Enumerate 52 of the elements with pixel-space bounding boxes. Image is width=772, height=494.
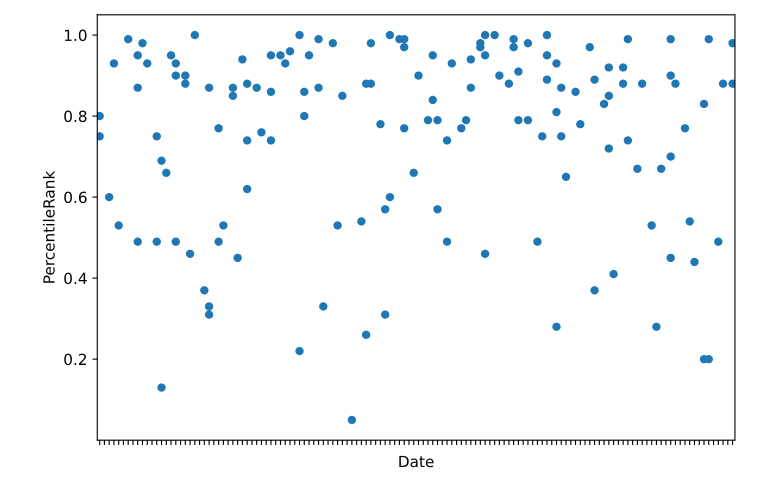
point [400,43,408,52]
y-tick-label: 0.8 [64,110,87,122]
point [542,75,552,84]
point [466,84,475,92]
point [295,346,304,356]
x-axis-title: Date [399,456,434,468]
point [509,43,518,52]
point [542,51,552,60]
point [480,51,490,60]
point [428,96,437,104]
y-tick-label: 0.4 [64,272,87,284]
point [266,88,276,96]
point [300,112,308,120]
point [666,71,675,80]
point [618,80,628,88]
point [134,84,142,92]
point [386,192,394,202]
y-tick-label: 1.0 [64,30,87,42]
point [524,116,532,124]
point [134,238,142,246]
point [266,136,276,145]
point [666,254,675,262]
y-tick-label: 0.6 [64,192,87,204]
point [604,144,614,153]
point [666,152,675,161]
y-axis-title: PercentileRank [42,170,55,283]
point [624,136,632,145]
point [214,238,223,246]
point [172,238,180,246]
point [314,84,323,92]
point [381,310,390,319]
point [204,302,214,311]
point [604,92,614,100]
point [557,132,566,141]
point [152,238,161,246]
point [590,286,599,294]
y-tick-label: 0.2 [64,354,86,366]
point [243,184,252,194]
point [400,124,408,132]
point [514,116,523,124]
point [243,136,252,145]
point [362,330,370,339]
point [172,71,180,80]
point [157,383,166,392]
point [552,108,561,116]
point [204,310,214,319]
point [552,322,561,331]
point [480,250,490,258]
point [433,205,442,214]
point [181,80,190,88]
point [442,238,452,246]
point [228,92,238,100]
